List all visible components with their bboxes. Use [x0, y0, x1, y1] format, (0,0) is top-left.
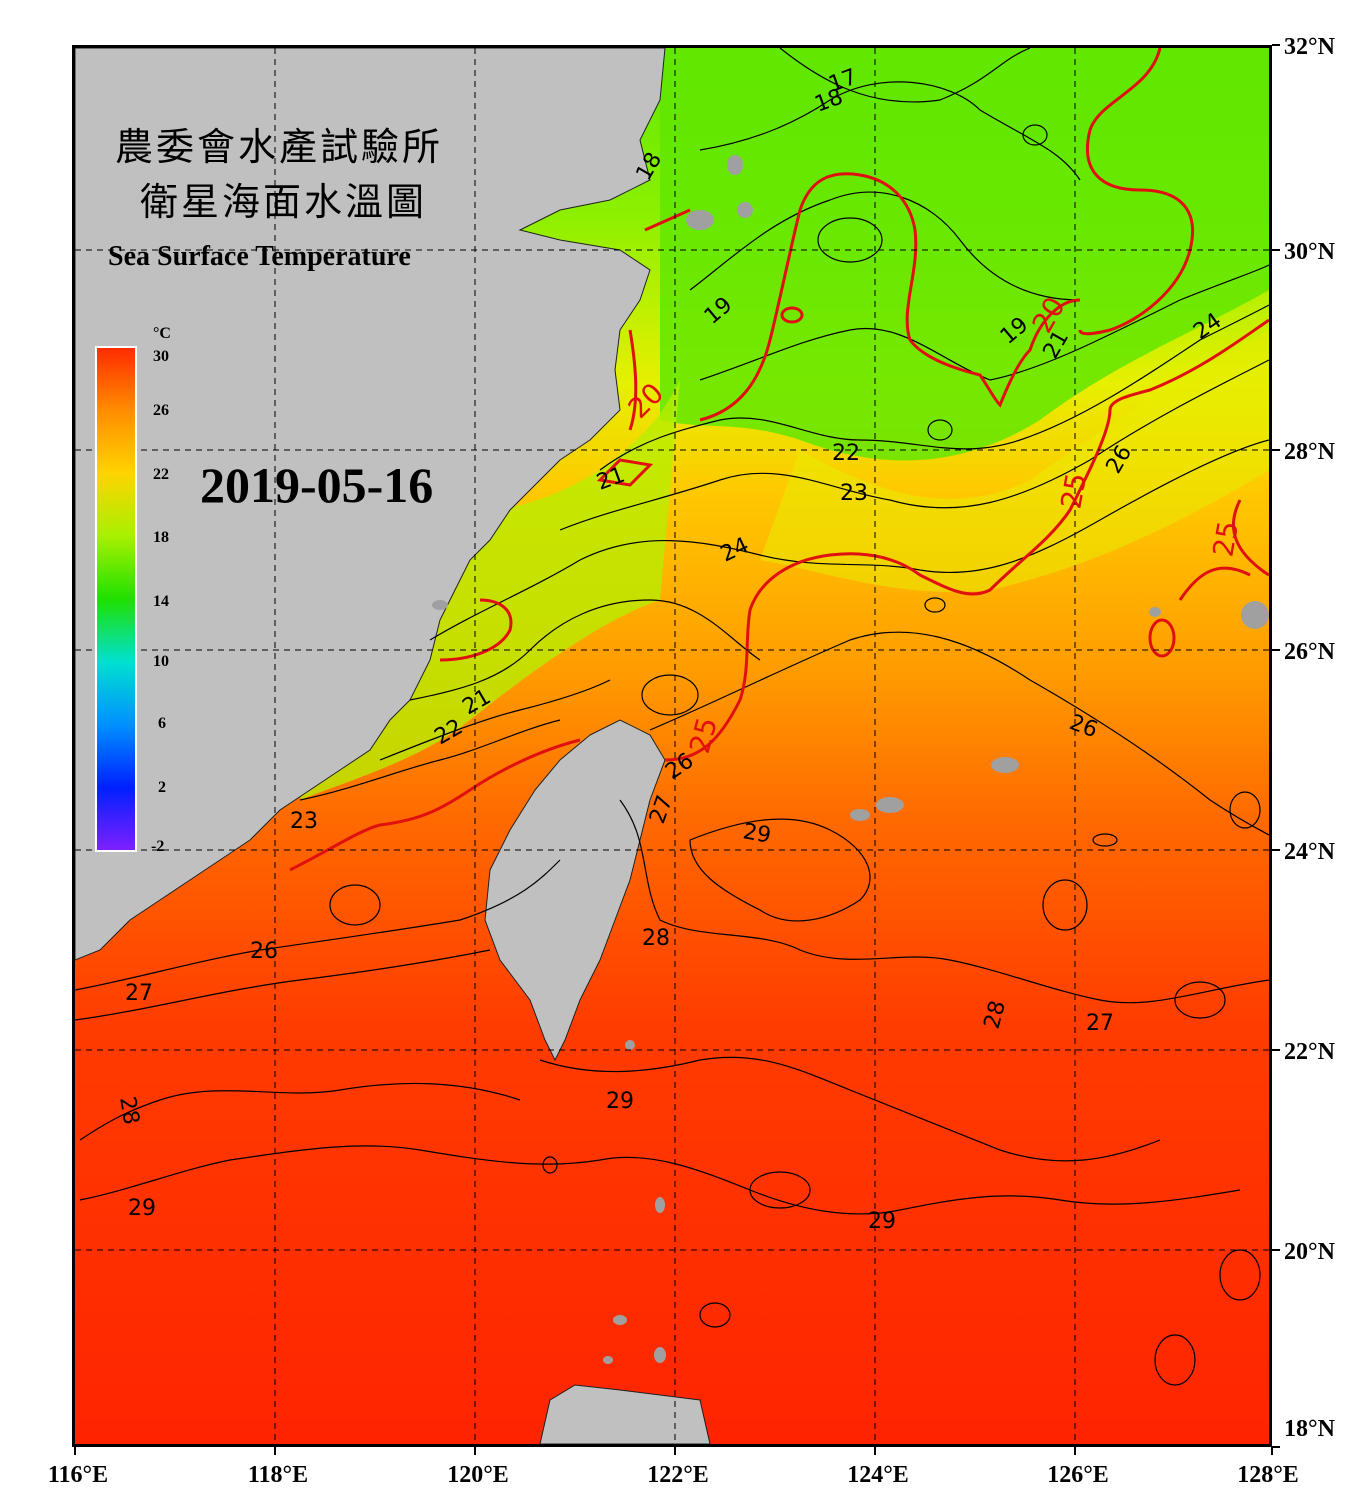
red-isotherms [289, 48, 1269, 872]
lat-label: 32°N [1284, 34, 1336, 60]
colorbar-tick: 26 [153, 402, 169, 419]
lat-lon-grid [75, 48, 1269, 1444]
contour-label: 29 [741, 819, 773, 848]
lon-label: 122°E [647, 1462, 709, 1488]
contour-label: 29 [128, 1196, 156, 1221]
axis-ticks [74, 44, 1280, 1455]
agency-title: 農委會水產試驗所 [115, 125, 443, 169]
warm-front-region [760, 330, 1269, 593]
contour-label: 28 [642, 926, 670, 951]
cool-water-region [660, 48, 1269, 461]
map-date: 2019-05-16 [200, 457, 433, 513]
lon-label: 118°E [248, 1462, 308, 1488]
colorbar-scale [95, 346, 137, 852]
lon-label: 124°E [847, 1462, 909, 1488]
contour-label: 29 [868, 1209, 896, 1234]
contour-label: 23 [290, 809, 318, 834]
contour-label: 22 [832, 441, 860, 466]
contour-label: 23 [840, 481, 868, 506]
longitude-labels: 116°E 118°E 120°E 122°E 124°E 126°E 128°… [48, 1462, 1299, 1488]
map-area: 17 18 18 19 19 21 21 21 22 22 23 23 24 2… [75, 48, 1269, 1444]
contour-label: 26 [250, 939, 278, 964]
colorbar-unit: °C [153, 325, 171, 342]
colorbar-tick: 6 [158, 715, 166, 732]
contour-label: 27 [125, 981, 153, 1006]
lon-label: 120°E [447, 1462, 509, 1488]
colorbar-tick: 14 [153, 593, 169, 610]
mainland-china [75, 48, 666, 961]
colorbar-tick: 22 [153, 466, 169, 483]
contour-label: 29 [606, 1089, 634, 1114]
colorbar-tick: 10 [153, 653, 169, 670]
contour-label: 28 [114, 1095, 143, 1127]
lat-label: 18°N [1284, 1416, 1336, 1442]
map-title-zh: 衛星海面水溫圖 [140, 180, 427, 224]
colorbar-tick: 18 [153, 529, 169, 546]
contour-label-red: 25 [1054, 470, 1093, 511]
lat-label: 24°N [1284, 839, 1336, 865]
lon-label: 126°E [1047, 1462, 1109, 1488]
colorbar: °C 30 26 22 18 14 10 6 2 -2 [95, 325, 171, 855]
lat-label: 28°N [1284, 439, 1336, 465]
latitude-labels: 32°N 30°N 28°N 26°N 24°N 22°N 20°N 18°N [1284, 34, 1336, 1442]
colorbar-tick: -2 [151, 838, 164, 855]
lat-label: 20°N [1284, 1239, 1336, 1265]
colorbar-tick: 30 [153, 348, 169, 365]
contour-label: 27 [1086, 1011, 1114, 1036]
lon-label: 128°E [1237, 1462, 1299, 1488]
title-block: 農委會水產試驗所 衛星海面水溫圖 Sea Surface Temperature… [108, 125, 443, 513]
colorbar-tick: 2 [158, 779, 166, 796]
taiwan [484, 719, 666, 1062]
contour-label-red: 25 [1206, 518, 1245, 559]
luzon [539, 1384, 711, 1444]
small-islands [432, 155, 1269, 1364]
lat-label: 22°N [1284, 1039, 1336, 1065]
lat-label: 30°N [1284, 239, 1336, 265]
lon-label: 116°E [48, 1462, 108, 1488]
lat-label: 26°N [1284, 639, 1336, 665]
map-title-en: Sea Surface Temperature [108, 241, 411, 272]
black-isotherms [75, 48, 1269, 1386]
